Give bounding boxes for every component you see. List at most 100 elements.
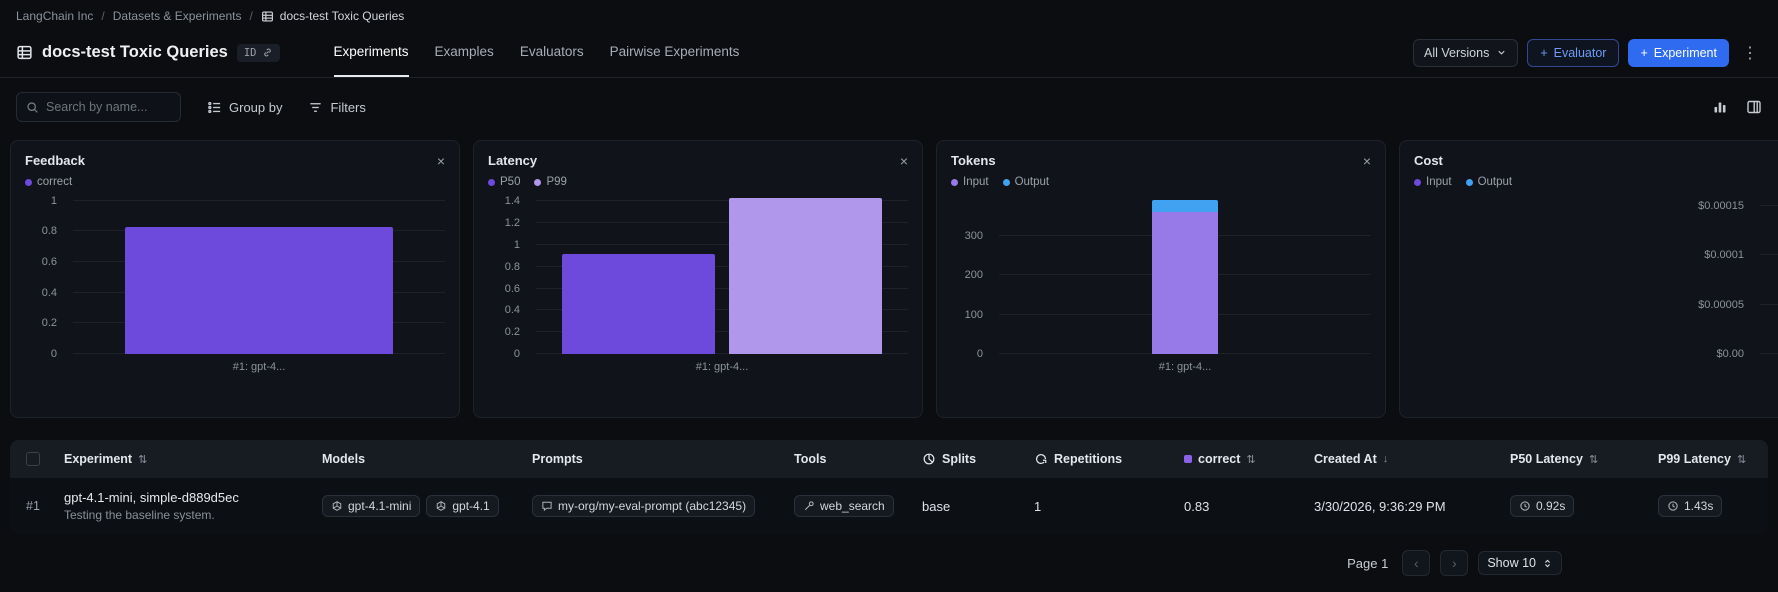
search-input[interactable]	[46, 100, 171, 114]
legend-item[interactable]: Input	[951, 176, 989, 188]
chart-view-toggle-icon[interactable]	[1712, 99, 1728, 115]
close-icon[interactable]: ×	[436, 152, 445, 169]
y-tick-label: $0.00005	[1698, 298, 1744, 311]
search-box[interactable]	[16, 92, 181, 122]
filters-button[interactable]: Filters	[308, 100, 366, 115]
y-tick-label: 0.8	[504, 260, 520, 273]
model-name: gpt-4.1	[452, 499, 490, 513]
row-index: #1	[26, 499, 40, 513]
column-header-correct[interactable]: correct ⇅	[1178, 452, 1308, 466]
tab-examples[interactable]: Examples	[434, 44, 494, 59]
tab-experiments[interactable]: Experiments	[333, 28, 409, 77]
bar-group	[536, 196, 908, 354]
legend-item[interactable]: P99	[534, 176, 567, 188]
experiment-description: Testing the baseline system.	[64, 507, 215, 522]
tool-chip[interactable]: web_search	[794, 495, 894, 517]
y-tick-label: 0.2	[504, 326, 520, 339]
link-icon	[262, 47, 273, 58]
prompt-icon	[541, 500, 553, 512]
tab-bar: Experiments Examples Evaluators Pairwise…	[333, 28, 740, 77]
page-label: Page 1	[1347, 555, 1389, 571]
id-badge-label: ID	[243, 46, 257, 59]
prev-page-button[interactable]: ‹	[1402, 550, 1431, 576]
next-page-button[interactable]: ›	[1440, 550, 1469, 576]
page-size-select[interactable]: Show 10	[1478, 551, 1562, 575]
gridline	[1760, 353, 1778, 354]
legend-dot	[1414, 178, 1421, 186]
gridline	[536, 200, 908, 202]
y-axis: 0 0.2 0.4 0.6 0.8 1	[25, 195, 65, 360]
legend-dot	[488, 178, 495, 186]
y-tick-label: 0	[513, 348, 520, 360]
column-label: Tools	[794, 452, 827, 466]
column-label: correct	[1198, 452, 1241, 466]
prompt-chip[interactable]: my-org/my-eval-prompt (abc12345)	[532, 495, 756, 517]
evaluator-button-label: Evaluator	[1553, 45, 1607, 60]
chart-title: Feedback	[25, 153, 85, 168]
tab-pairwise-experiments[interactable]: Pairwise Experiments	[609, 44, 740, 59]
column-header-p50-latency[interactable]: P50 Latency ⇅	[1504, 452, 1652, 466]
legend-item[interactable]: correct	[25, 176, 72, 188]
bar-segment-input	[1151, 211, 1219, 354]
group-by-button[interactable]: Group by	[207, 100, 282, 115]
breadcrumb-org[interactable]: LangChain Inc	[16, 9, 94, 23]
chart-legend: Input Output	[1414, 176, 1778, 188]
bar-p99	[729, 198, 882, 354]
y-tick-label: 0.6	[504, 282, 520, 295]
spinner-icon	[1542, 558, 1553, 569]
legend-item[interactable]: P50	[488, 176, 520, 188]
y-tick-label: 1	[513, 239, 520, 252]
correct-score-cell: 0.83	[1184, 498, 1210, 514]
chart-card-feedback: Feedback × correct 0 0.2 0.4 0.6 0.8 1 #1: gp…	[10, 140, 460, 418]
close-icon[interactable]: ×	[1362, 152, 1371, 169]
close-icon[interactable]: ×	[899, 152, 908, 169]
select-all-checkbox[interactable]	[26, 452, 40, 466]
y-tick-label: 1.2	[504, 217, 520, 230]
column-header-prompts[interactable]: Prompts	[526, 452, 788, 466]
kebab-menu-icon[interactable]: ⋮	[1742, 44, 1758, 62]
add-experiment-button[interactable]: + Experiment	[1628, 38, 1729, 67]
sort-icon: ⇅	[1736, 453, 1747, 466]
gridline	[536, 222, 908, 224]
openai-icon	[435, 500, 447, 512]
legend-dot	[534, 178, 542, 186]
legend-item[interactable]: Input	[1414, 176, 1452, 188]
gridline	[1760, 204, 1778, 206]
clock-icon	[1667, 500, 1679, 512]
experiment-cell[interactable]: gpt-4.1-mini, simple-d889d5ec Testing th…	[58, 489, 316, 523]
breadcrumb-separator: /	[101, 9, 105, 23]
chart-title: Cost	[1414, 153, 1443, 168]
column-header-created-at[interactable]: Created At ↓	[1308, 452, 1504, 466]
chart-title: Latency	[488, 153, 538, 168]
y-tick-label: $0.0001	[1704, 249, 1744, 262]
experiment-button-label: Experiment	[1653, 45, 1717, 60]
add-evaluator-button[interactable]: + Evaluator	[1527, 38, 1620, 67]
column-header-tools[interactable]: Tools	[788, 452, 916, 466]
column-header-repetitions[interactable]: Repetitions	[1028, 452, 1178, 466]
legend-item[interactable]: Output	[1002, 176, 1049, 188]
id-badge[interactable]: ID	[236, 43, 280, 62]
chart-legend: P50 P99	[488, 176, 908, 188]
column-header-splits[interactable]: Splits	[916, 452, 1028, 466]
legend-label: Input	[1426, 176, 1452, 188]
legend-label: Input	[963, 176, 989, 188]
breadcrumb-datasets[interactable]: Datasets & Experiments	[112, 9, 242, 23]
y-tick-label: 300	[964, 229, 983, 242]
table-row[interactable]: #1 gpt-4.1-mini, simple-d889d5ec Testing…	[10, 478, 1768, 534]
page-header: docs-test Toxic Queries ID Experiments E…	[0, 28, 1778, 78]
tab-evaluators[interactable]: Evaluators	[519, 44, 584, 59]
plot-area	[1760, 196, 1778, 354]
column-header-p99-latency[interactable]: P99 Latency ⇅	[1652, 452, 1768, 466]
legend-item[interactable]: Output	[1465, 176, 1512, 188]
stacked-bar	[1151, 196, 1219, 354]
chart-card-tokens: Tokens × Input Output 0 100 200 300 #1: gpt-…	[936, 140, 1386, 418]
column-header-experiment[interactable]: Experiment ⇅	[58, 452, 316, 466]
plus-icon: +	[1640, 45, 1648, 60]
legend-dot	[25, 178, 32, 186]
bar-group	[999, 196, 1371, 354]
plot-area	[536, 196, 908, 354]
column-header-models[interactable]: Models	[316, 452, 526, 466]
breadcrumb-current[interactable]: docs-test Toxic Queries	[261, 9, 404, 23]
all-versions-dropdown[interactable]: All Versions	[1413, 38, 1519, 67]
columns-toggle-icon[interactable]	[1746, 99, 1762, 115]
